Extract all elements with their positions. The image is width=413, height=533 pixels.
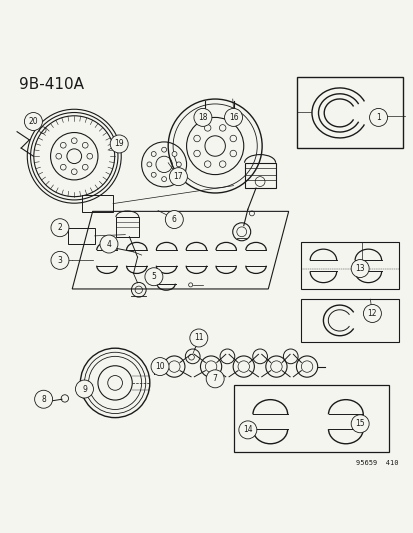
Text: 19: 19 [114,140,124,149]
Circle shape [219,125,225,131]
Circle shape [100,235,118,253]
Text: 95659  410: 95659 410 [356,460,398,466]
Circle shape [110,135,128,153]
Circle shape [193,108,211,126]
Bar [116,217,138,237]
Circle shape [172,172,176,177]
Text: 5: 5 [151,272,156,281]
Circle shape [161,176,166,182]
Circle shape [204,125,211,131]
Text: 1: 1 [375,113,380,122]
Text: 15: 15 [354,419,364,428]
Circle shape [206,370,223,388]
Bar [82,196,113,212]
Text: 17: 17 [173,172,183,181]
Text: 4: 4 [106,239,111,248]
Text: 10: 10 [155,362,164,371]
Circle shape [51,219,69,237]
Text: 3: 3 [57,256,62,265]
Circle shape [238,421,256,439]
Text: 11: 11 [194,334,203,343]
Circle shape [190,329,207,347]
Bar [300,299,398,342]
Text: 12: 12 [367,309,376,318]
Text: 18: 18 [198,113,207,122]
Circle shape [350,415,368,433]
Text: 14: 14 [242,425,252,434]
Circle shape [24,112,42,131]
Circle shape [230,135,236,142]
Circle shape [169,168,187,185]
Bar [244,163,275,188]
Circle shape [151,172,156,177]
Circle shape [193,150,200,157]
Text: 13: 13 [354,264,364,273]
Circle shape [165,211,183,229]
Circle shape [176,162,181,167]
Circle shape [219,161,225,167]
Circle shape [350,260,368,278]
Text: 6: 6 [171,215,176,224]
Circle shape [35,390,52,408]
Circle shape [75,380,93,398]
Text: 2: 2 [57,223,62,232]
Circle shape [161,147,166,152]
Circle shape [151,151,156,157]
Circle shape [172,151,176,157]
Circle shape [51,252,69,269]
Text: 7: 7 [212,374,217,383]
Circle shape [363,304,380,322]
Circle shape [369,108,387,126]
Circle shape [151,358,169,376]
Bar [296,77,402,148]
Circle shape [147,162,152,167]
Bar [233,385,388,453]
Bar [68,228,95,244]
Circle shape [224,108,242,126]
Text: 9B-410A: 9B-410A [19,77,84,92]
Text: 16: 16 [228,113,238,122]
Text: 9: 9 [82,384,87,393]
Circle shape [193,135,200,142]
Text: 20: 20 [28,117,38,126]
Text: 8: 8 [41,395,46,403]
Circle shape [230,150,236,157]
Bar [300,242,398,289]
Circle shape [145,268,162,286]
Circle shape [204,161,211,167]
